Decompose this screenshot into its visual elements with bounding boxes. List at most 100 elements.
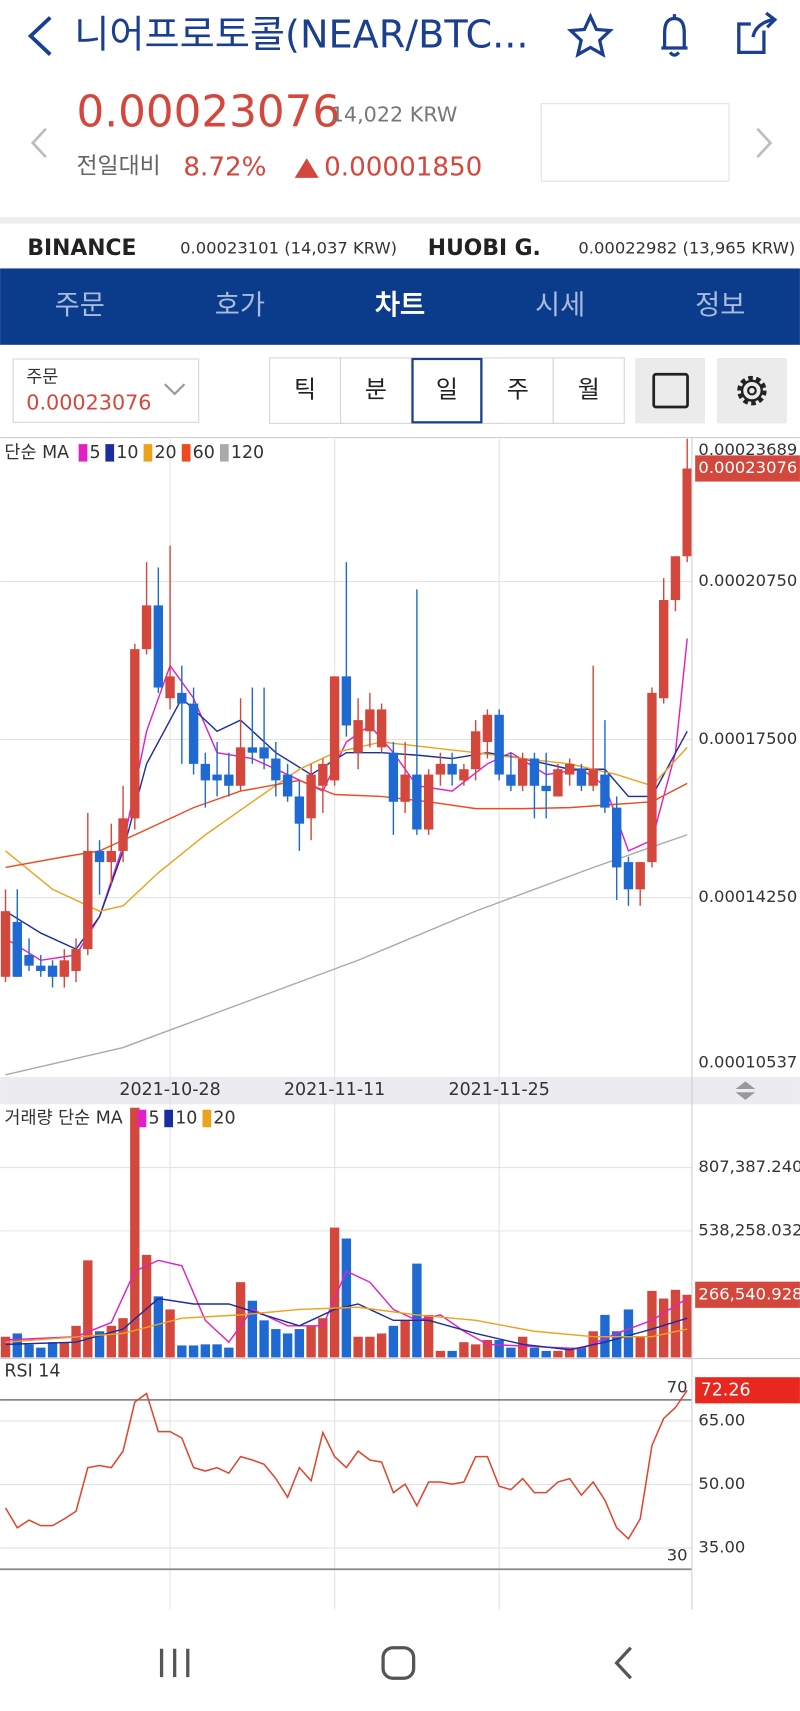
- interval-button[interactable]: [410, 357, 483, 424]
- title: 니어프로토콜(NEAR/BTC...: [74, 14, 528, 58]
- legend-swatch: [78, 444, 88, 462]
- volume-bar: [435, 1350, 446, 1358]
- legend-label: 10: [175, 1108, 197, 1128]
- volume-bar: [59, 1342, 69, 1358]
- volume-bar: [506, 1347, 516, 1358]
- legend-title: 거래량 단순 MA: [4, 1108, 122, 1128]
- prev-button[interactable]: [30, 127, 47, 159]
- legend-swatch: [164, 1109, 174, 1128]
- back-nav-button[interactable]: [614, 1646, 632, 1680]
- candle-body: [564, 763, 575, 775]
- change-amount: 0.00001850: [324, 153, 482, 183]
- volume-bar: [576, 1347, 587, 1358]
- candle-body: [59, 960, 69, 977]
- up-triangle: [294, 158, 319, 178]
- candle-body: [647, 692, 657, 863]
- interval-button[interactable]: [339, 357, 413, 424]
- tab[interactable]: 시세: [535, 290, 585, 321]
- order-box[interactable]: [12, 358, 200, 423]
- candle-body: [294, 796, 305, 824]
- interval-label: 월: [578, 376, 600, 404]
- nav-bar: [0, 1610, 800, 1711]
- date-strip: [0, 1077, 800, 1105]
- plots: 0.00020750 0.00017500 0.00014250 0.00023689…: [0, 438, 800, 1610]
- candle-body: [141, 605, 152, 650]
- candle-body: [130, 649, 140, 819]
- candle-body: [47, 965, 58, 977]
- volume-bar: [611, 1331, 622, 1358]
- volume-label: 266,540.928: [698, 1284, 800, 1303]
- candle-body: [412, 774, 422, 830]
- volume-bar: [659, 1298, 669, 1358]
- divider: [0, 217, 800, 224]
- candle-body: [588, 769, 598, 786]
- resize-handle[interactable]: [735, 1081, 756, 1100]
- candle-body: [482, 714, 493, 742]
- alarm-button[interactable]: [661, 14, 688, 57]
- legend-label: 10: [116, 443, 138, 463]
- volume-bar: [141, 1254, 152, 1358]
- tab[interactable]: 호가: [215, 290, 265, 321]
- share-button[interactable]: [737, 11, 778, 55]
- volume-bar: [365, 1336, 375, 1358]
- volume-bar: [212, 1344, 222, 1358]
- layout-button[interactable]: [635, 357, 705, 424]
- exchange-quote: 0.00023101 (14,037 KRW): [180, 238, 397, 257]
- back-button[interactable]: [27, 16, 52, 56]
- y-tick-label: 0.00020750: [698, 571, 797, 590]
- candle-body: [529, 758, 540, 786]
- candle-body: [506, 774, 516, 786]
- recent-apps-button[interactable]: [159, 1648, 190, 1678]
- candle-body: [600, 774, 610, 808]
- volume-bar: [412, 1263, 422, 1358]
- dropdown-arrow: [164, 383, 186, 396]
- legend-label: 120: [231, 443, 264, 463]
- y-tick-label: 65.00: [698, 1411, 745, 1430]
- volume-bar: [165, 1309, 175, 1358]
- tab[interactable]: 차트: [375, 290, 425, 321]
- x-tick-label: 2021-11-25: [448, 1080, 549, 1100]
- y-tick-label: 0.00014250: [698, 887, 797, 906]
- tab[interactable]: 정보: [695, 290, 745, 321]
- candle-body: [365, 709, 375, 732]
- tab[interactable]: 주문: [55, 290, 105, 321]
- candle-body: [318, 763, 328, 786]
- x-tick-label: 2021-11-11: [284, 1080, 385, 1100]
- y-max-label: 0.00023689: [698, 440, 797, 459]
- volume-bar: [188, 1345, 199, 1358]
- gear-hub: [747, 385, 757, 396]
- candle-body: [388, 752, 399, 802]
- rsi-line: [4, 1389, 688, 1540]
- interval-button[interactable]: [552, 357, 625, 424]
- candle-body: [682, 468, 692, 557]
- volume-bar: [118, 1318, 128, 1358]
- interval-button[interactable]: [269, 357, 342, 424]
- level-label: 70: [667, 1377, 688, 1396]
- exchange-name: BINANCE: [27, 236, 136, 261]
- favorite-button[interactable]: [566, 12, 614, 58]
- volume-bar: [647, 1290, 657, 1358]
- volume-bar: [306, 1325, 316, 1358]
- tab-bar: [0, 268, 800, 345]
- legend-title: 단순 MA: [4, 443, 69, 463]
- candle-body: [470, 731, 481, 770]
- candle-body: [118, 818, 128, 851]
- panel-title: RSI 14: [4, 1362, 60, 1382]
- legend-label: 20: [154, 443, 176, 463]
- interval-button[interactable]: [481, 357, 554, 424]
- settings-button[interactable]: [716, 357, 787, 424]
- candle-body: [200, 763, 211, 781]
- change-percent: 8.72%: [183, 153, 266, 183]
- exchange-quote: 0.00022982 (13,965 KRW): [578, 238, 795, 257]
- volume-bar: [459, 1342, 469, 1358]
- candle-body: [400, 774, 410, 802]
- candle-body: [188, 703, 199, 764]
- candle-body: [353, 720, 363, 753]
- gear-teeth: [737, 375, 767, 406]
- next-button[interactable]: [756, 127, 773, 159]
- home-button[interactable]: [381, 1646, 416, 1680]
- ma-line: [5, 1297, 688, 1351]
